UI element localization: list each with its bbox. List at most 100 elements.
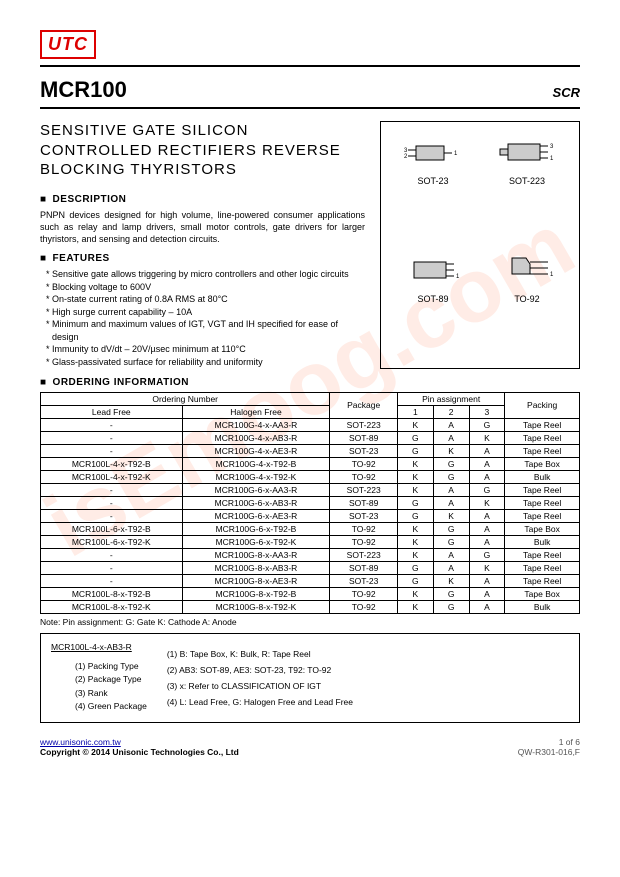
table-cell: A <box>469 535 505 548</box>
table-cell: Tape Reel <box>505 561 580 574</box>
table-cell: MCR100G-8-x-T92-B <box>182 587 330 600</box>
table-cell: A <box>469 574 505 587</box>
table-cell: MCR100G-4-x-AA3-R <box>182 418 330 431</box>
svg-text:1: 1 <box>550 272 554 278</box>
table-cell: K <box>469 496 505 509</box>
legend-right-item: (4) L: Lead Free, G: Halogen Free and Le… <box>167 697 353 707</box>
product-subtitle: SENSITIVE GATE SILICON CONTROLLED RECTIF… <box>40 121 365 180</box>
feature-item: * High surge current capability – 10A <box>46 306 365 319</box>
table-cell: TO-92 <box>330 457 398 470</box>
table-cell: G <box>397 561 433 574</box>
table-cell: MCR100L-8-x-T92-K <box>41 600 183 613</box>
table-cell: K <box>397 600 433 613</box>
table-row: MCR100L-8-x-T92-BMCR100G-8-x-T92-BTO-92K… <box>41 587 580 600</box>
col-ordnum: Ordering Number <box>41 392 330 405</box>
table-row: -MCR100G-6-x-AA3-RSOT-223KAGTape Reel <box>41 483 580 496</box>
table-cell: K <box>433 574 469 587</box>
legend-example: MCR100L-4-x-AB3-R <box>51 642 147 652</box>
table-row: -MCR100G-4-x-AA3-RSOT-223KAGTape Reel <box>41 418 580 431</box>
table-row: -MCR100G-8-x-AE3-RSOT-23GKATape Reel <box>41 574 580 587</box>
table-cell: - <box>41 561 183 574</box>
table-cell: Tape Reel <box>505 509 580 522</box>
table-cell: K <box>397 457 433 470</box>
col-halogen: Halogen Free <box>182 405 330 418</box>
table-cell: MCR100L-6-x-T92-K <box>41 535 183 548</box>
pkg-sot23: 132 SOT-23 <box>391 132 475 240</box>
table-row: -MCR100G-6-x-AB3-RSOT-89GAKTape Reel <box>41 496 580 509</box>
description-text: PNPN devices designed for high volume, l… <box>40 209 365 245</box>
table-cell: K <box>397 470 433 483</box>
table-cell: K <box>433 509 469 522</box>
footer-copyright: Copyright © 2014 Unisonic Technologies C… <box>40 747 239 757</box>
feature-item: * Sensitive gate allows triggering by mi… <box>46 268 365 281</box>
table-cell: MCR100L-4-x-T92-B <box>41 457 183 470</box>
pkg-label: SOT-23 <box>417 176 448 186</box>
table-row: MCR100L-4-x-T92-BMCR100G-4-x-T92-BTO-92K… <box>41 457 580 470</box>
table-cell: A <box>469 600 505 613</box>
table-cell: G <box>397 444 433 457</box>
col-leadfree: Lead Free <box>41 405 183 418</box>
feature-item: * Glass-passivated surface for reliabili… <box>46 356 365 369</box>
table-cell: A <box>469 457 505 470</box>
table-cell: TO-92 <box>330 587 398 600</box>
table-cell: G <box>469 483 505 496</box>
table-cell: SOT-89 <box>330 431 398 444</box>
pkg-label: SOT-89 <box>417 294 448 304</box>
part-number-title: MCR100 <box>40 77 127 103</box>
table-cell: - <box>41 574 183 587</box>
table-cell: K <box>397 418 433 431</box>
package-box: 132 SOT-23 31 SOT-223 1 SOT-89 1 TO-92 <box>380 121 580 369</box>
table-cell: K <box>397 522 433 535</box>
table-cell: MCR100L-4-x-T92-K <box>41 470 183 483</box>
table-row: -MCR100G-4-x-AB3-RSOT-89GAKTape Reel <box>41 431 580 444</box>
table-cell: - <box>41 418 183 431</box>
feature-item: * On-state current rating of 0.8A RMS at… <box>46 293 365 306</box>
table-cell: MCR100G-6-x-T92-K <box>182 535 330 548</box>
table-cell: A <box>433 496 469 509</box>
features-list: * Sensitive gate allows triggering by mi… <box>40 268 365 369</box>
table-cell: G <box>433 587 469 600</box>
table-cell: MCR100G-6-x-AE3-R <box>182 509 330 522</box>
table-cell: SOT-23 <box>330 574 398 587</box>
table-cell: K <box>397 548 433 561</box>
table-cell: - <box>41 548 183 561</box>
legend-right-item: (3) x: Refer to CLASSIFICATION OF IGT <box>167 681 353 691</box>
table-cell: SOT-223 <box>330 418 398 431</box>
table-cell: MCR100G-8-x-T92-K <box>182 600 330 613</box>
table-cell: A <box>469 587 505 600</box>
table-cell: SOT-89 <box>330 496 398 509</box>
table-cell: Tape Box <box>505 522 580 535</box>
ordering-heading: ORDERING INFORMATION <box>40 377 580 388</box>
table-row: -MCR100G-8-x-AA3-RSOT-223KAGTape Reel <box>41 548 580 561</box>
table-cell: MCR100G-6-x-AB3-R <box>182 496 330 509</box>
pin-note: Note: Pin assignment: G: Gate K: Cathode… <box>40 617 580 627</box>
table-cell: MCR100G-4-x-T92-B <box>182 457 330 470</box>
table-cell: MCR100G-4-x-AB3-R <box>182 431 330 444</box>
footer-url[interactable]: www.unisonic.com.tw <box>40 737 121 747</box>
table-cell: SOT-223 <box>330 548 398 561</box>
table-cell: Bulk <box>505 470 580 483</box>
table-cell: Tape Reel <box>505 431 580 444</box>
table-cell: G <box>397 509 433 522</box>
table-cell: - <box>41 431 183 444</box>
table-cell: MCR100G-4-x-T92-K <box>182 470 330 483</box>
table-cell: K <box>433 444 469 457</box>
table-cell: G <box>433 457 469 470</box>
table-cell: SOT-23 <box>330 444 398 457</box>
col-p1: 1 <box>397 405 433 418</box>
table-cell: TO-92 <box>330 535 398 548</box>
table-cell: Tape Reel <box>505 496 580 509</box>
table-cell: A <box>469 444 505 457</box>
legend-left-item: (4) Green Package <box>51 700 147 714</box>
table-cell: - <box>41 444 183 457</box>
table-cell: SOT-89 <box>330 561 398 574</box>
legend-left-item: (2) Package Type <box>51 673 147 687</box>
table-cell: MCR100G-6-x-AA3-R <box>182 483 330 496</box>
table-cell: A <box>433 431 469 444</box>
table-cell: Tape Box <box>505 457 580 470</box>
svg-text:1: 1 <box>456 274 460 280</box>
table-cell: MCR100G-8-x-AA3-R <box>182 548 330 561</box>
pkg-to92: 1 TO-92 <box>485 250 569 358</box>
col-p2: 2 <box>433 405 469 418</box>
table-cell: A <box>469 509 505 522</box>
